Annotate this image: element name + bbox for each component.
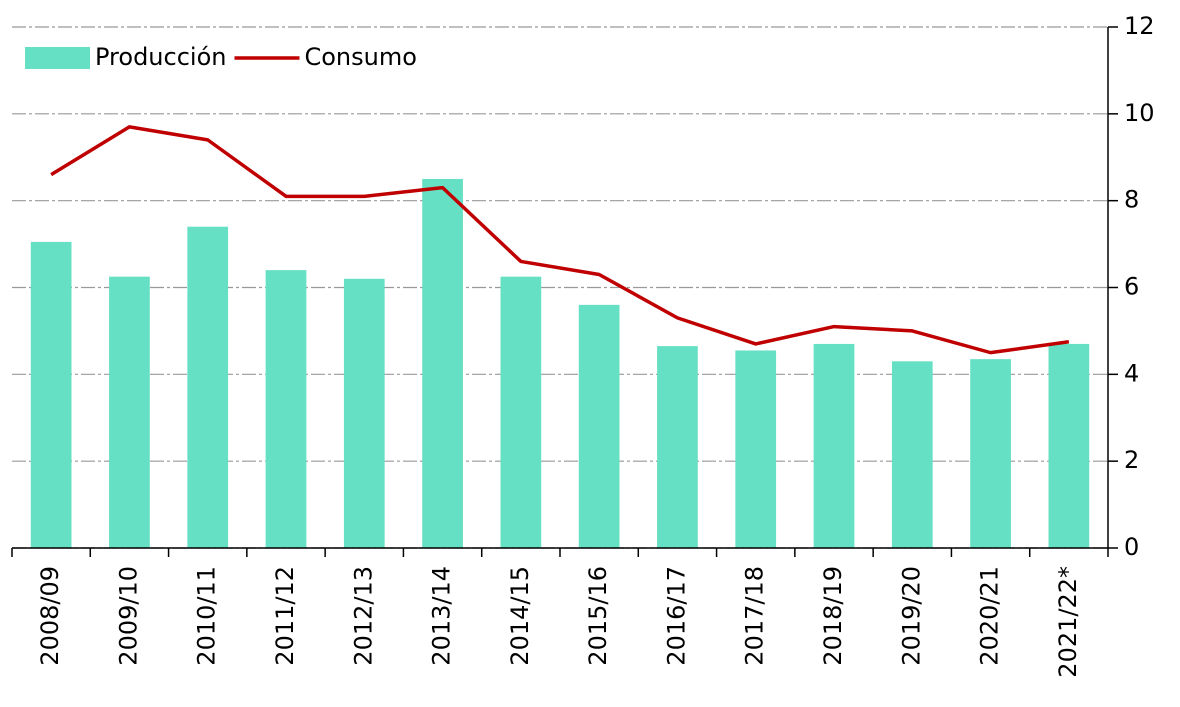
x-tick-label: 2009/10 <box>114 566 142 666</box>
bar <box>30 241 72 548</box>
x-tick-label: 2008/09 <box>36 566 64 666</box>
x-tick-label: 2015/16 <box>584 566 612 666</box>
legend-label: Producción <box>95 43 226 71</box>
bar <box>657 346 698 548</box>
bar <box>422 178 463 549</box>
legend-label: Consumo <box>304 43 416 71</box>
bar <box>187 226 229 548</box>
bar <box>265 270 307 548</box>
x-tick-label: 2016/17 <box>662 566 690 666</box>
x-tick-label: 2012/13 <box>349 566 377 666</box>
x-tick-label: 2013/14 <box>428 566 456 666</box>
y-tick-label: 2 <box>1124 446 1139 474</box>
x-tick-label: 2019/20 <box>897 566 925 666</box>
bar <box>891 361 933 548</box>
x-tick-label: 2018/19 <box>819 566 847 666</box>
x-tick-label: 2011/12 <box>271 566 299 666</box>
bar <box>970 359 1011 548</box>
legend-swatch <box>25 47 90 69</box>
bar <box>500 276 542 548</box>
y-tick-label: 10 <box>1124 99 1155 127</box>
x-tick-label: 2017/18 <box>741 566 769 666</box>
y-tick-label: 6 <box>1124 273 1139 301</box>
bar <box>813 343 855 548</box>
x-tick-label: 2021/22* <box>1054 566 1082 678</box>
x-tick-label: 2020/21 <box>976 566 1004 666</box>
bar <box>735 350 777 548</box>
y-tick-label: 4 <box>1124 359 1139 387</box>
y-tick-label: 0 <box>1124 533 1139 561</box>
y-tick-label: 8 <box>1124 186 1139 214</box>
y-tick-label: 12 <box>1124 12 1155 40</box>
bar <box>1048 343 1090 548</box>
bar <box>343 278 385 548</box>
bar <box>578 304 620 548</box>
x-tick-label: 2010/11 <box>193 566 221 666</box>
line <box>50 125 1070 355</box>
x-tick-label: 2014/15 <box>506 566 534 666</box>
bar <box>109 276 150 548</box>
